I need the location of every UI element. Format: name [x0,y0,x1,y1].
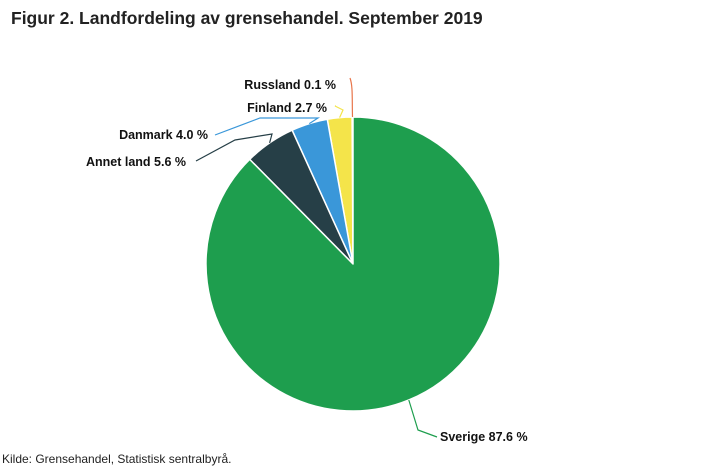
leader-lines [195,77,438,438]
leader-line-annet-land [195,133,273,162]
pie-slice-sverige [205,116,501,412]
chart-title: Figur 2. Landfordeling av grensehandel. … [11,8,483,28]
leader-line-danmark [214,117,321,136]
slice-label-annet-land: Annet land 5.6 % [86,155,186,169]
slice-label-sverige: Sverige 87.6 % [440,430,528,444]
slice-label-danmark: Danmark 4.0 % [119,128,208,142]
leader-line-russland [349,77,354,118]
slice-label-russland: Russland 0.1 % [244,78,336,92]
pie-slices [205,116,501,412]
leader-line-sverige [408,399,438,438]
slice-label-finland: Finland 2.7 % [247,101,327,115]
slice-labels: Russland 0.1 % Finland 2.7 % Danmark 4.0 %… [86,78,528,444]
leader-line-finland [334,105,344,118]
source-note: Kilde: Grensehandel, Statistisk sentralb… [2,452,232,466]
pie-chart: Russland 0.1 % Finland 2.7 % Danmark 4.0 %… [86,77,528,444]
